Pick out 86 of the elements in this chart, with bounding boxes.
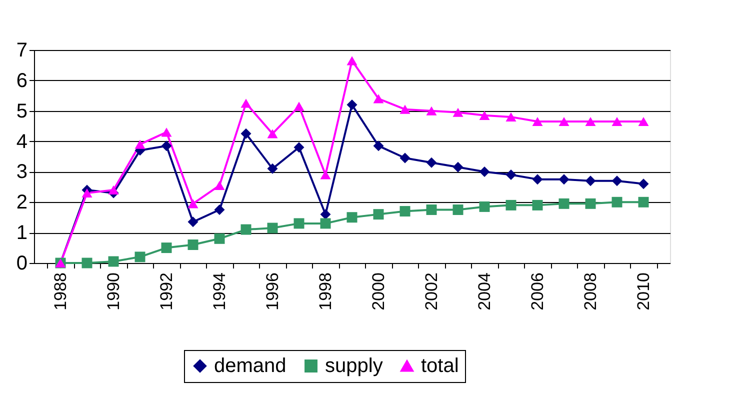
- point: [558, 116, 570, 126]
- point: [400, 206, 410, 217]
- point: [161, 128, 172, 137]
- point: [240, 128, 252, 139]
- point: [346, 212, 358, 223]
- point: [267, 163, 278, 174]
- point: [612, 116, 622, 126]
- x-tick-label: 2002: [422, 272, 441, 310]
- legend-label: total: [421, 355, 459, 377]
- point: [452, 108, 464, 117]
- y-tick-label: 1: [16, 222, 28, 244]
- point: [506, 112, 516, 122]
- point: [373, 140, 384, 152]
- point: [346, 100, 358, 110]
- point: [532, 116, 543, 126]
- point: [452, 162, 464, 172]
- point: [188, 216, 198, 228]
- point: [294, 142, 304, 153]
- point: [479, 201, 490, 212]
- x-tick-label: 2004: [475, 272, 494, 310]
- point: [214, 180, 225, 190]
- x-tick-label: 1990: [104, 272, 123, 310]
- x-tick-label: 2006: [528, 272, 547, 310]
- point: [452, 204, 464, 215]
- y-tick-label: 0: [16, 252, 28, 274]
- x-tick-label: 1994: [210, 272, 229, 310]
- point: [400, 152, 410, 164]
- point: [638, 116, 649, 126]
- point: [373, 209, 384, 220]
- point: [585, 176, 596, 186]
- point: [267, 222, 278, 234]
- point: [426, 106, 437, 116]
- y-tick-label: 5: [16, 100, 28, 122]
- point: [585, 198, 596, 209]
- point: [638, 178, 649, 190]
- point: [479, 110, 490, 120]
- point: [294, 102, 304, 111]
- point: [532, 200, 543, 210]
- point: [240, 224, 252, 235]
- point: [188, 199, 198, 208]
- y-tick-label: 3: [16, 161, 28, 184]
- point: [267, 129, 278, 138]
- point: [532, 174, 543, 185]
- point: [134, 140, 146, 149]
- y-tick-label: 4: [16, 130, 28, 153]
- point: [320, 170, 331, 180]
- point: [108, 256, 119, 267]
- point: [240, 98, 252, 108]
- point: [373, 94, 384, 104]
- point: [161, 140, 172, 152]
- point: [82, 258, 92, 268]
- point: [612, 196, 622, 208]
- x-tick-label: 1998: [316, 272, 335, 310]
- y-tick-label: 2: [16, 192, 28, 214]
- point: [134, 252, 146, 262]
- point: [214, 233, 225, 244]
- point: [214, 204, 225, 215]
- point: [558, 174, 570, 185]
- point: [188, 240, 198, 250]
- point: [108, 185, 119, 195]
- point: [426, 204, 437, 215]
- x-tick-label: 2010: [634, 272, 653, 310]
- point: [506, 200, 516, 210]
- point: [558, 198, 570, 209]
- point: [612, 176, 622, 186]
- point: [506, 170, 516, 180]
- point: [426, 157, 437, 168]
- point: [400, 104, 410, 114]
- legend-label: supply: [325, 355, 383, 377]
- legend-label: demand: [214, 355, 286, 377]
- x-tick-label: 1992: [157, 272, 176, 310]
- x-tick-label: 1988: [51, 272, 70, 310]
- x-tick-label: 1996: [263, 272, 282, 310]
- y-tick-label: 6: [16, 70, 28, 92]
- point: [479, 166, 490, 177]
- x-tick-label: 2008: [581, 272, 600, 310]
- point: [346, 56, 358, 66]
- y-tick-label: 7: [16, 40, 28, 62]
- point: [294, 218, 304, 229]
- point: [320, 218, 331, 229]
- point: [320, 209, 331, 220]
- point: [638, 196, 649, 208]
- point: [82, 188, 92, 198]
- point: [161, 242, 172, 254]
- x-tick-label: 2000: [369, 272, 388, 310]
- point: [585, 116, 596, 126]
